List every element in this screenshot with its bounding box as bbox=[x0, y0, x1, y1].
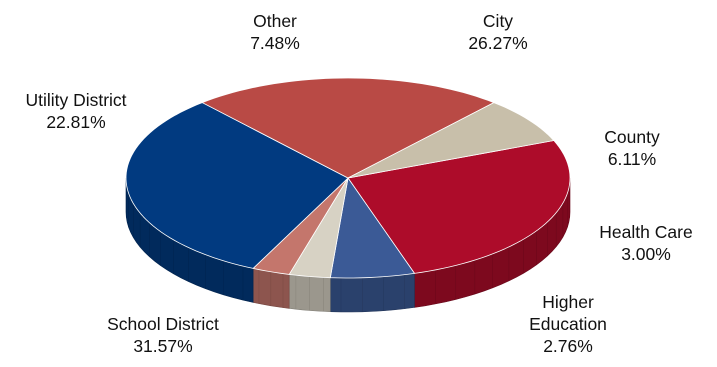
pie-slice-6 bbox=[347, 102, 555, 179]
slice-value-label: 26.27% bbox=[468, 33, 527, 53]
slice-value-label: 22.81% bbox=[46, 112, 105, 132]
slice-value-label: 6.11% bbox=[608, 149, 656, 169]
pie-side-walls bbox=[125, 177, 571, 313]
slice-value-label: 2.76% bbox=[543, 336, 593, 356]
pie-slice-4 bbox=[125, 102, 349, 269]
slice-value-label: 31.57% bbox=[133, 336, 192, 356]
pie-slice-1 bbox=[329, 177, 415, 279]
pie-slice-0 bbox=[347, 140, 571, 274]
pie-slice-3 bbox=[252, 177, 349, 275]
slice-category-label: Health Care bbox=[599, 222, 692, 242]
pie-slice-side-1 bbox=[330, 273, 415, 313]
pie-slice-5 bbox=[201, 77, 495, 179]
slice-category-label: Other bbox=[253, 11, 297, 31]
slice-value-label: 3.00% bbox=[621, 244, 671, 264]
slice-category-label: City bbox=[483, 11, 513, 31]
pie-slice-side-3 bbox=[252, 268, 290, 309]
slice-category-label: School District bbox=[107, 314, 219, 334]
slice-category-label: Higher bbox=[542, 292, 594, 312]
pie-top-faces bbox=[125, 77, 571, 279]
slice-category-label: Education bbox=[529, 314, 607, 334]
pie-slice-2 bbox=[288, 177, 349, 279]
slice-category-label: Utility District bbox=[25, 90, 126, 110]
slice-value-label: 7.48% bbox=[250, 33, 300, 53]
slice-category-label: County bbox=[604, 127, 660, 147]
